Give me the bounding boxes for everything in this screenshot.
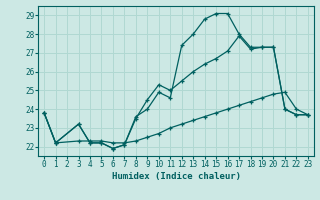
X-axis label: Humidex (Indice chaleur): Humidex (Indice chaleur) [111,172,241,181]
